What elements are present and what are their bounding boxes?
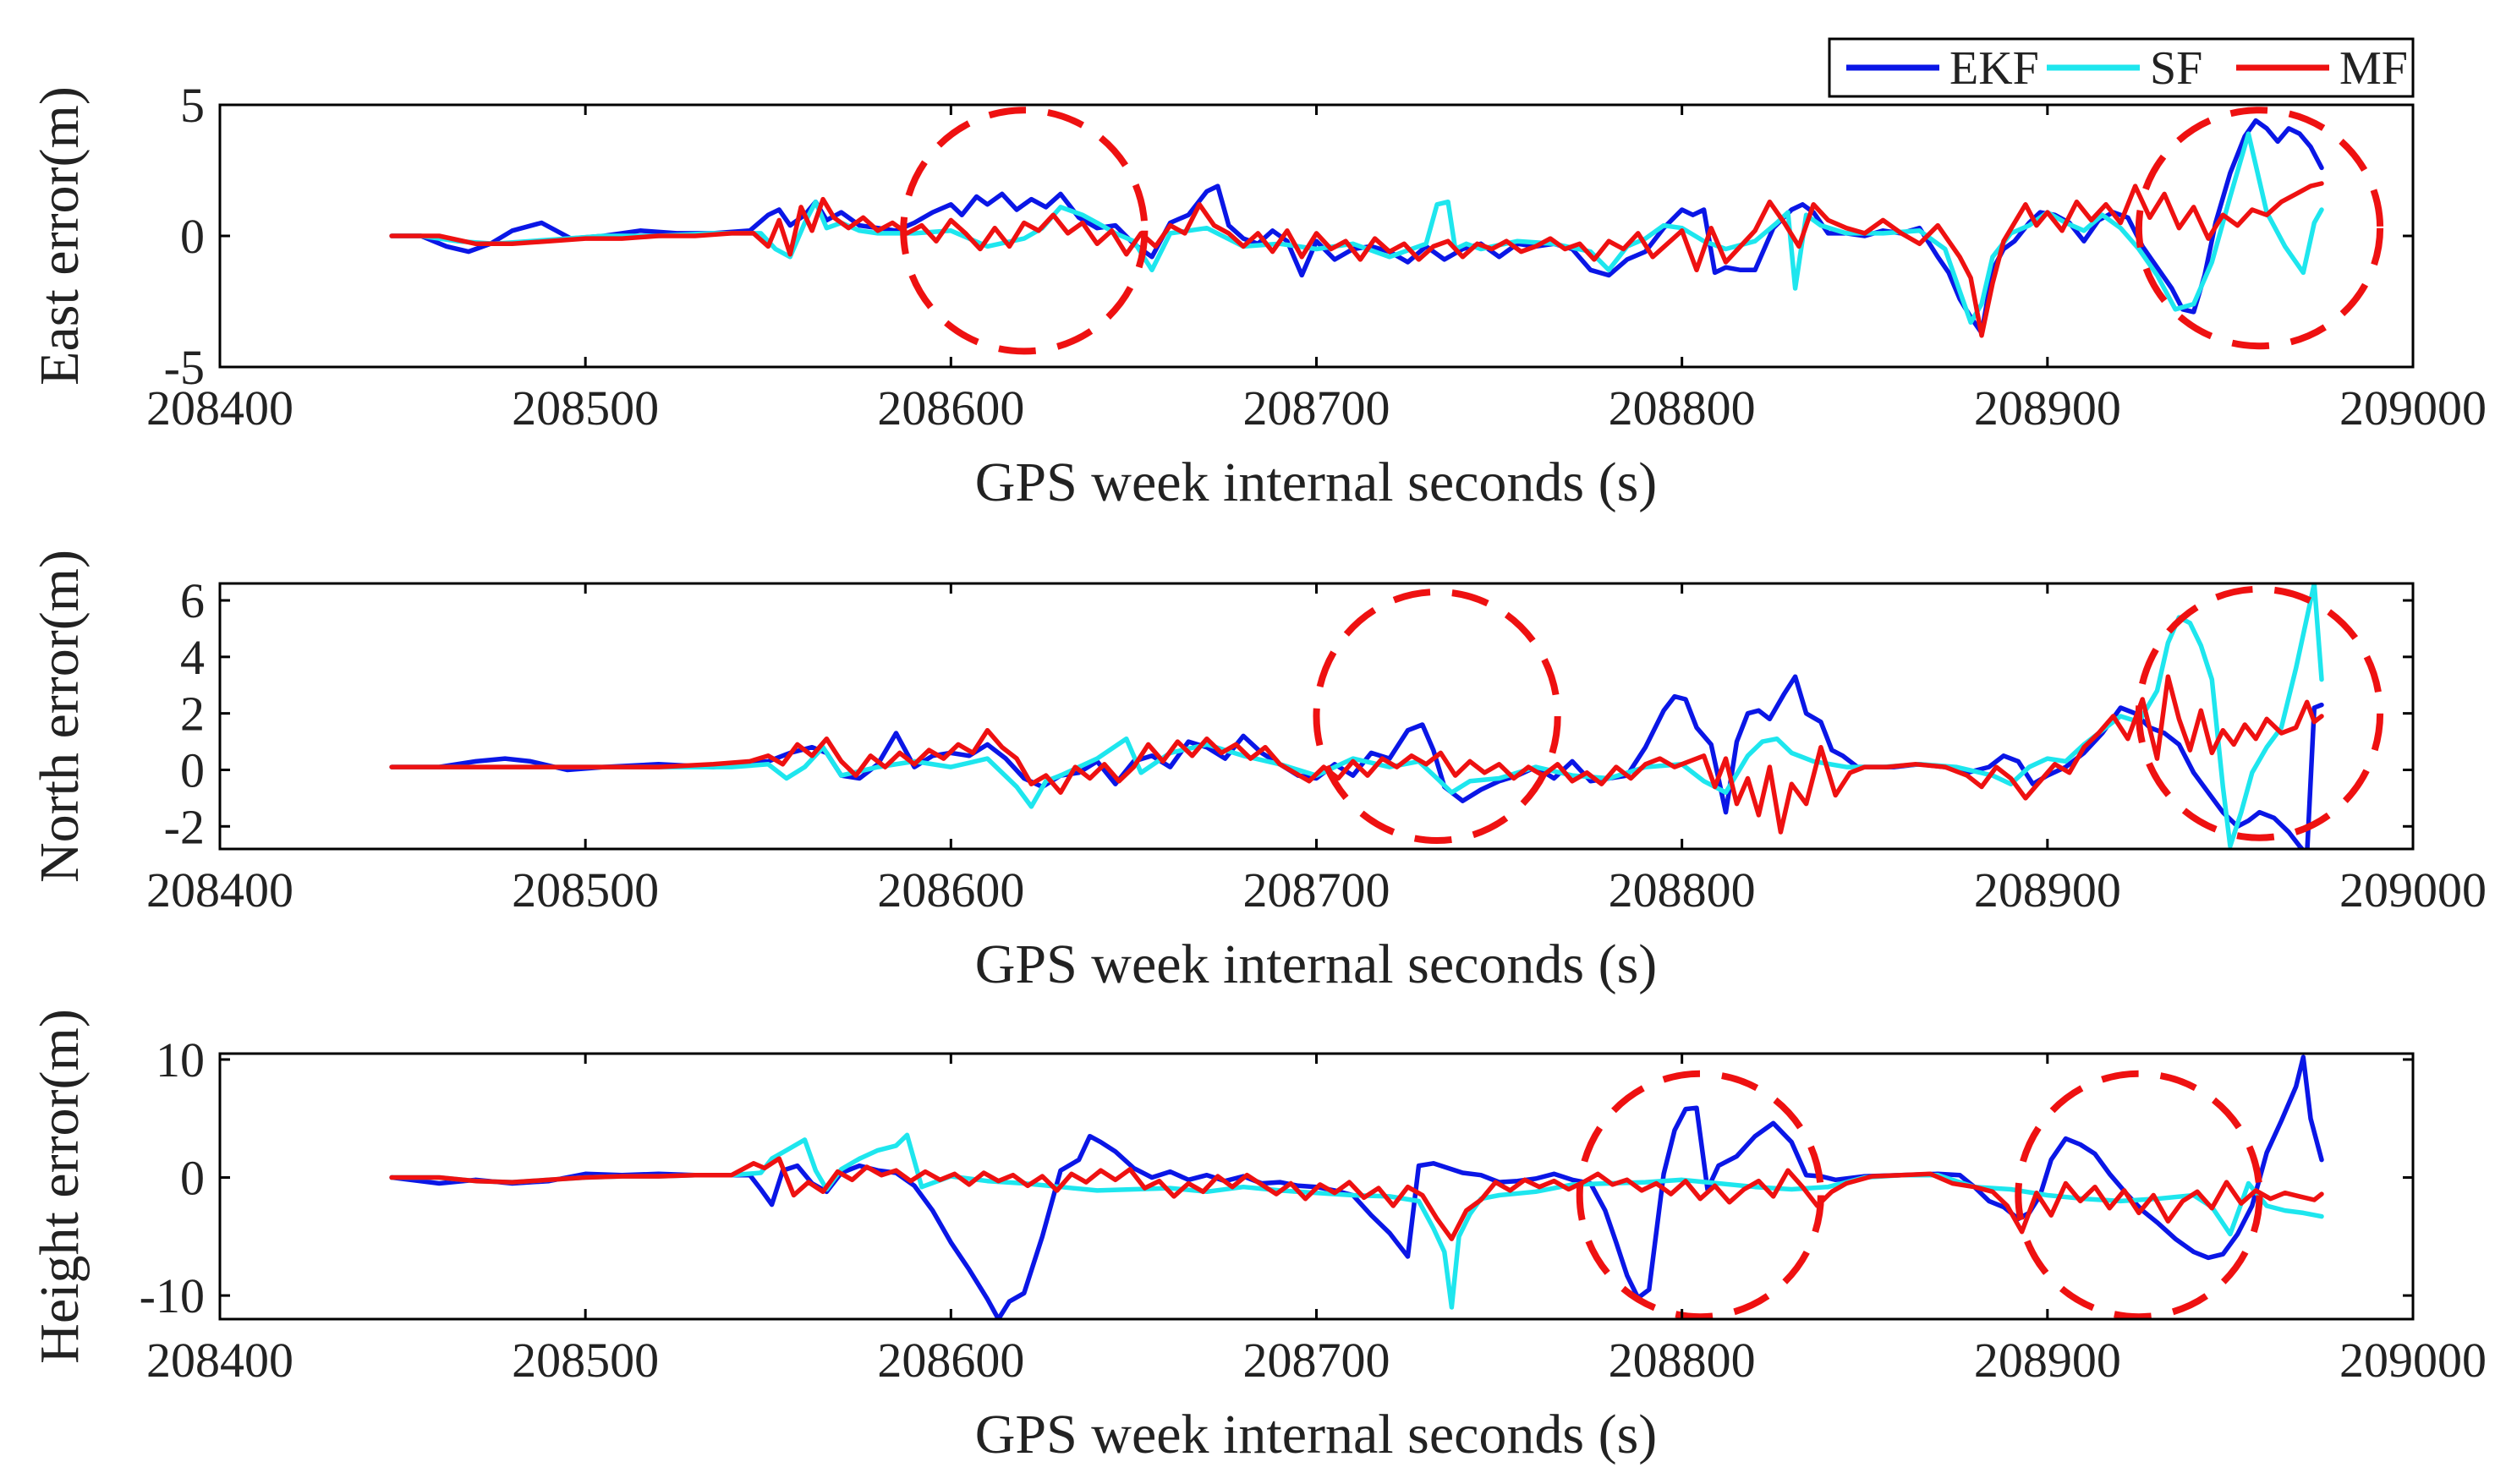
north-y-tick-label: -2 — [164, 799, 205, 854]
east-x-tick-label: 208700 — [1243, 381, 1390, 435]
north-annotation-circle-1 — [1313, 589, 1561, 844]
north-x-tick-label: 208700 — [1243, 862, 1390, 917]
east-annotation-circle-2 — [2135, 107, 2384, 350]
north-ticks: 208400 208500 208600 208700 208800 208900 2090… — [146, 573, 2487, 917]
east-series-mf — [389, 181, 2324, 338]
height-annotation-circle-2 — [2015, 1070, 2263, 1319]
north-annotation-layer — [1313, 585, 2384, 844]
north-y-tick-label: 2 — [180, 687, 205, 742]
height-series-mf — [389, 1156, 2324, 1241]
east-ticks: 208400 208500 208600 208700 208800 208900 2090… — [146, 78, 2487, 435]
height-y-axis-label: Height error(m) — [29, 1009, 90, 1364]
north-x-tick-label: 209000 — [2339, 862, 2487, 917]
north-y-tick-label: 4 — [180, 630, 205, 685]
east-y-tick-label: -5 — [164, 340, 205, 395]
north-x-tick-label: 208500 — [512, 862, 659, 917]
north-y-axis-label: North error(m) — [29, 550, 90, 883]
height-x-tick-label: 208400 — [146, 1333, 293, 1388]
north-x-tick-label: 208800 — [1609, 862, 1756, 917]
north-y-tick-label: 6 — [180, 573, 205, 628]
east-y-tick-label: 0 — [180, 209, 205, 264]
north-series-mf — [389, 674, 2324, 835]
height-y-tick-label: -10 — [140, 1268, 205, 1323]
east-y-axis-label: East error(m) — [29, 86, 90, 386]
north-y-tick-label: 0 — [180, 742, 205, 797]
east-x-axis-label: GPS week internal seconds (s) — [975, 452, 1658, 513]
height-y-tick-label: 10 — [156, 1032, 205, 1087]
north-x-axis-label: GPS week internal seconds (s) — [975, 934, 1658, 995]
north-annotation-circle-2 — [2135, 585, 2384, 841]
height-x-tick-label: 208900 — [1974, 1333, 2121, 1388]
north-error-panel: 208400 208500 208600 208700 208800 208900 2090… — [29, 550, 2487, 995]
height-y-tick-label: 0 — [180, 1151, 205, 1206]
east-error-panel: 208400 208500 208600 208700 208800 208900 2090… — [29, 78, 2487, 513]
height-x-tick-label: 209000 — [2339, 1333, 2487, 1388]
legend-label-ekf: EKF — [1949, 42, 2039, 95]
east-x-tick-label: 208600 — [877, 381, 1024, 435]
height-ticks: 208400 208500 208600 208700 208800 208900 2090… — [140, 1032, 2487, 1388]
height-annotation-layer — [1576, 1070, 2263, 1319]
legend-label-mf: MF — [2339, 42, 2408, 95]
height-x-tick-label: 208600 — [877, 1333, 1024, 1388]
height-error-panel: 208400 208500 208600 208700 208800 208900 2090… — [29, 1009, 2487, 1465]
east-annotation-circle-1 — [900, 107, 1149, 355]
east-y-tick-label: 5 — [180, 78, 205, 133]
east-series-layer — [389, 118, 2324, 338]
east-x-tick-label: 209000 — [2339, 381, 2487, 435]
east-x-tick-label: 208400 — [146, 381, 293, 435]
east-series-sf — [389, 131, 2324, 326]
east-x-tick-label: 208900 — [1974, 381, 2121, 435]
legend-label-sf: SF — [2150, 42, 2202, 95]
north-x-tick-label: 208600 — [877, 862, 1024, 917]
height-x-tick-label: 208800 — [1609, 1333, 1756, 1388]
legend: EKF SF MF — [1828, 37, 2415, 98]
north-x-tick-label: 208900 — [1974, 862, 2121, 917]
east-annotation-layer — [900, 107, 2384, 355]
height-x-tick-label: 208500 — [512, 1333, 659, 1388]
north-x-tick-label: 208400 — [146, 862, 293, 917]
height-annotation-circle-1 — [1576, 1070, 1824, 1319]
height-series-layer — [389, 1054, 2324, 1319]
east-x-tick-label: 208500 — [512, 381, 659, 435]
height-x-axis-label: GPS week internal seconds (s) — [975, 1404, 1658, 1465]
height-x-tick-label: 208700 — [1243, 1333, 1390, 1388]
east-x-tick-label: 208800 — [1609, 381, 1756, 435]
